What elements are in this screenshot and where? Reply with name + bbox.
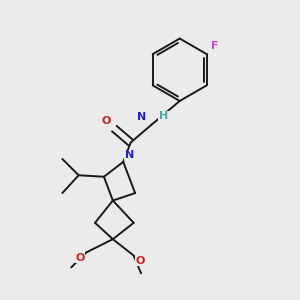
Text: O: O bbox=[75, 253, 85, 262]
Text: H: H bbox=[159, 111, 168, 121]
Text: N: N bbox=[125, 150, 134, 161]
Text: F: F bbox=[211, 41, 219, 51]
Text: O: O bbox=[135, 256, 145, 266]
Text: O: O bbox=[102, 116, 111, 126]
Text: N: N bbox=[137, 112, 146, 122]
